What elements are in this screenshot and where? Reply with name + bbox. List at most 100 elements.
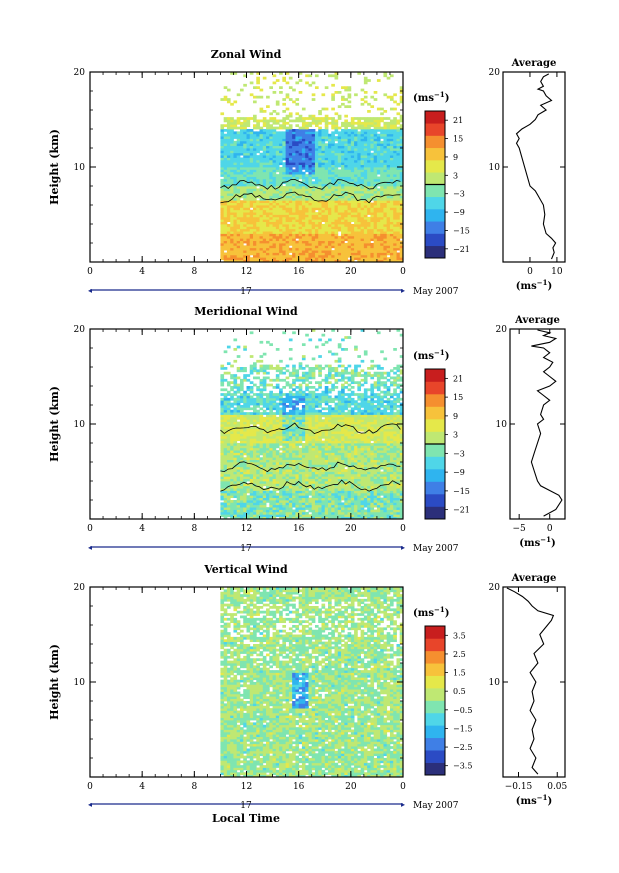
heatmap-cell bbox=[383, 129, 388, 132]
heatmap-cell bbox=[285, 145, 290, 149]
heatmap-cell bbox=[275, 138, 280, 142]
heatmap-cell bbox=[275, 431, 280, 434]
heatmap-cell bbox=[259, 257, 264, 261]
heatmap-cell bbox=[266, 131, 270, 135]
heatmap-cell bbox=[233, 440, 238, 444]
heatmap-cell bbox=[259, 407, 264, 411]
heatmap-cell bbox=[253, 245, 257, 249]
heatmap-cell bbox=[266, 250, 270, 253]
heatmap-cell bbox=[259, 228, 264, 232]
heatmap-cell bbox=[288, 469, 293, 472]
heatmap-cell bbox=[259, 129, 264, 132]
heatmap-cell bbox=[230, 481, 234, 484]
heatmap-cell bbox=[272, 245, 277, 249]
heatmap-cell bbox=[236, 464, 241, 468]
heatmap-cell bbox=[233, 221, 238, 225]
heatmap-cell bbox=[272, 395, 277, 399]
heatmap-cell bbox=[259, 131, 264, 135]
heatmap-cell bbox=[226, 119, 231, 123]
heatmap-cell bbox=[282, 138, 287, 142]
heatmap-cell bbox=[256, 393, 260, 396]
heatmap-cell bbox=[220, 148, 225, 151]
heatmap-cell bbox=[337, 162, 342, 166]
heatmap-cell bbox=[269, 155, 273, 158]
heatmap-cell bbox=[285, 178, 290, 182]
heatmap-cell bbox=[380, 169, 384, 173]
heatmap-cell bbox=[243, 440, 247, 444]
heatmap-cell bbox=[279, 443, 283, 446]
heatmap-cell bbox=[220, 457, 225, 461]
heatmap-cell bbox=[399, 233, 403, 237]
heatmap-cell bbox=[272, 435, 277, 439]
heatmap-cell bbox=[220, 443, 225, 446]
heatmap-cell bbox=[357, 157, 362, 161]
heatmap-cell bbox=[311, 243, 316, 246]
heatmap-cell bbox=[324, 124, 329, 128]
heatmap-cell bbox=[275, 259, 280, 262]
heatmap-cell bbox=[305, 219, 309, 223]
heatmap-cell bbox=[256, 438, 260, 442]
heatmap-cell bbox=[223, 197, 228, 201]
x-tick-label: 0 bbox=[87, 267, 93, 277]
heatmap-cell bbox=[249, 202, 254, 206]
heatmap-cell bbox=[259, 516, 264, 519]
heatmap-cell bbox=[230, 164, 234, 168]
heatmap-cell bbox=[246, 438, 251, 442]
heatmap-cell bbox=[239, 419, 244, 423]
heatmap-cell bbox=[292, 252, 296, 256]
heatmap-cell bbox=[292, 245, 296, 249]
heatmap-cell bbox=[239, 488, 244, 491]
heatmap-cell bbox=[262, 500, 267, 503]
heatmap-cell bbox=[233, 171, 238, 175]
heatmap-cell bbox=[282, 155, 287, 158]
heatmap-cell bbox=[239, 445, 244, 449]
heatmap-cell bbox=[259, 431, 264, 434]
heatmap-cell bbox=[295, 209, 300, 213]
heatmap-cell bbox=[311, 200, 316, 204]
heatmap-cell bbox=[295, 174, 300, 177]
heatmap-cell bbox=[295, 233, 300, 237]
heatmap-cell bbox=[318, 197, 322, 201]
heatmap-cell bbox=[230, 440, 234, 444]
heatmap-cell bbox=[298, 152, 303, 156]
heatmap-cell bbox=[288, 98, 293, 101]
heatmap-cell bbox=[272, 233, 277, 237]
heatmap-cell bbox=[230, 240, 234, 244]
heatmap-cell bbox=[269, 212, 273, 215]
heatmap-cell bbox=[262, 421, 267, 425]
heatmap-cell bbox=[262, 397, 267, 401]
heatmap-cell bbox=[373, 98, 378, 101]
heatmap-cell bbox=[298, 254, 303, 258]
heatmap-cell bbox=[282, 511, 287, 515]
heatmap-cell bbox=[344, 212, 348, 215]
heatmap-cell bbox=[389, 140, 394, 144]
heatmap-cell bbox=[230, 233, 234, 237]
heatmap-cell bbox=[256, 402, 260, 406]
heatmap-cell bbox=[314, 131, 319, 135]
heatmap-cell bbox=[396, 200, 401, 204]
heatmap-cell bbox=[321, 228, 326, 232]
heatmap-cell bbox=[298, 259, 303, 262]
heatmap-cell bbox=[285, 214, 290, 218]
heatmap-cell bbox=[357, 126, 362, 130]
heatmap-cell bbox=[253, 488, 257, 491]
heatmap-cell bbox=[269, 245, 273, 249]
heatmap-cell bbox=[393, 143, 397, 147]
heatmap-cell bbox=[253, 478, 257, 482]
heatmap-cell bbox=[314, 226, 319, 230]
heatmap-cell bbox=[236, 219, 241, 223]
heatmap-cell bbox=[383, 171, 388, 175]
heatmap-cell bbox=[331, 74, 335, 78]
heatmap-cell bbox=[357, 221, 362, 225]
heatmap-cell bbox=[376, 152, 381, 156]
heatmap-cell bbox=[396, 152, 401, 156]
heatmap-cell bbox=[233, 119, 238, 123]
heatmap-cell bbox=[262, 509, 267, 513]
heatmap-cell bbox=[230, 150, 234, 154]
heatmap-cell bbox=[295, 176, 300, 180]
heatmap-cell bbox=[259, 390, 264, 394]
heatmap-cell bbox=[301, 212, 306, 215]
heatmap-cell bbox=[269, 495, 273, 499]
heatmap-cell bbox=[285, 259, 290, 262]
